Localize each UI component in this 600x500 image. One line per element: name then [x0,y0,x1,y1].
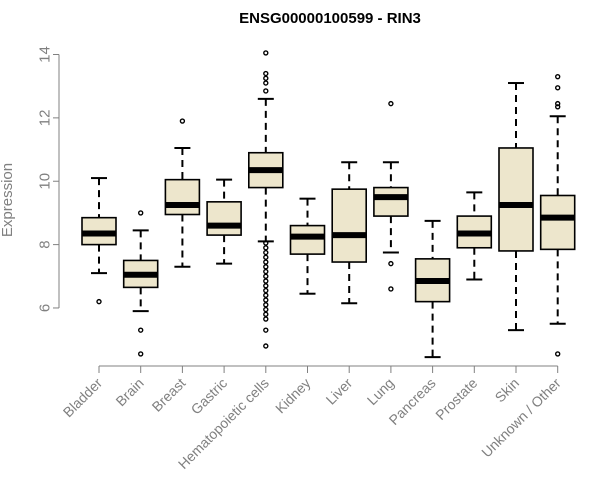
outlier-point [263,245,269,251]
outlier-point [555,85,561,91]
outlier-point [263,287,269,294]
x-tick-label: Breast [149,375,189,415]
box-group [498,82,534,332]
x-tick-label: Liver [323,375,356,408]
box-group [456,191,493,281]
y-axis-label: Expression [0,163,16,237]
x-tick-label: Bladder [60,375,106,421]
y-axis: 6 8 10 12 14 [37,46,60,312]
box-iqr [373,186,409,217]
box-iqr [164,178,201,216]
outlier-point [388,100,394,107]
outlier-point [263,268,269,275]
x-tick-label: Brain [112,375,146,409]
box-group [248,50,284,349]
outlier-point [263,259,269,265]
x-tick-label: Lung [364,375,397,408]
outlier-point [388,286,394,292]
box-group [539,73,576,357]
outlier-point [263,343,269,349]
y-tick-label: 6 [37,304,54,312]
box-iqr [289,224,326,255]
outlier-point [263,249,269,256]
outlier-point [263,254,269,260]
box-iqr [539,194,576,251]
box-group [289,197,326,295]
outlier-point [555,73,561,80]
box-iqr [331,188,368,263]
box-group [122,210,159,357]
outlier-point [263,50,269,56]
chart-title: ENSG00000100599 - RIN3 [239,10,421,27]
outlier-point [96,298,102,305]
outlier-point [263,311,269,318]
outlier-point [555,100,561,107]
outlier-point [137,327,144,333]
box-group [331,161,368,305]
box-iqr [498,147,534,252]
outlier-point [263,75,269,81]
outlier-point [263,273,269,279]
box-group [414,219,451,359]
outlier-point [263,297,269,303]
outlier-point [263,264,269,270]
outlier-point [555,104,561,110]
outlier-point [555,351,561,357]
outlier-point [263,316,269,322]
outlier-point [137,351,144,357]
y-tick-label: 14 [37,46,54,63]
box-group [81,177,117,305]
box-group [164,118,201,268]
outlier-point [263,80,269,86]
y-tick-label: 12 [37,110,54,127]
x-tick-label: Skin [492,375,523,406]
x-tick-label: Kidney [272,375,314,417]
y-tick-label: 10 [37,173,54,190]
y-tick-label: 8 [37,240,54,248]
outlier-point [179,118,186,124]
box-group [373,100,409,292]
outlier-point [263,327,269,333]
outlier-point [263,292,269,298]
outlier-point [263,278,269,284]
outlier-point [263,70,269,77]
x-tick-label: Unknown / Other [478,375,564,461]
outlier-point [388,260,394,267]
plot-area [81,50,576,359]
outlier-point [263,283,269,289]
outlier-point [137,210,144,216]
outlier-point [263,240,269,246]
outlier-point [263,306,269,313]
outlier-point [263,302,269,308]
box-iqr [206,201,242,236]
box-group [206,178,242,265]
x-tick-label: Prostate [432,375,480,423]
outlier-point [263,88,269,94]
